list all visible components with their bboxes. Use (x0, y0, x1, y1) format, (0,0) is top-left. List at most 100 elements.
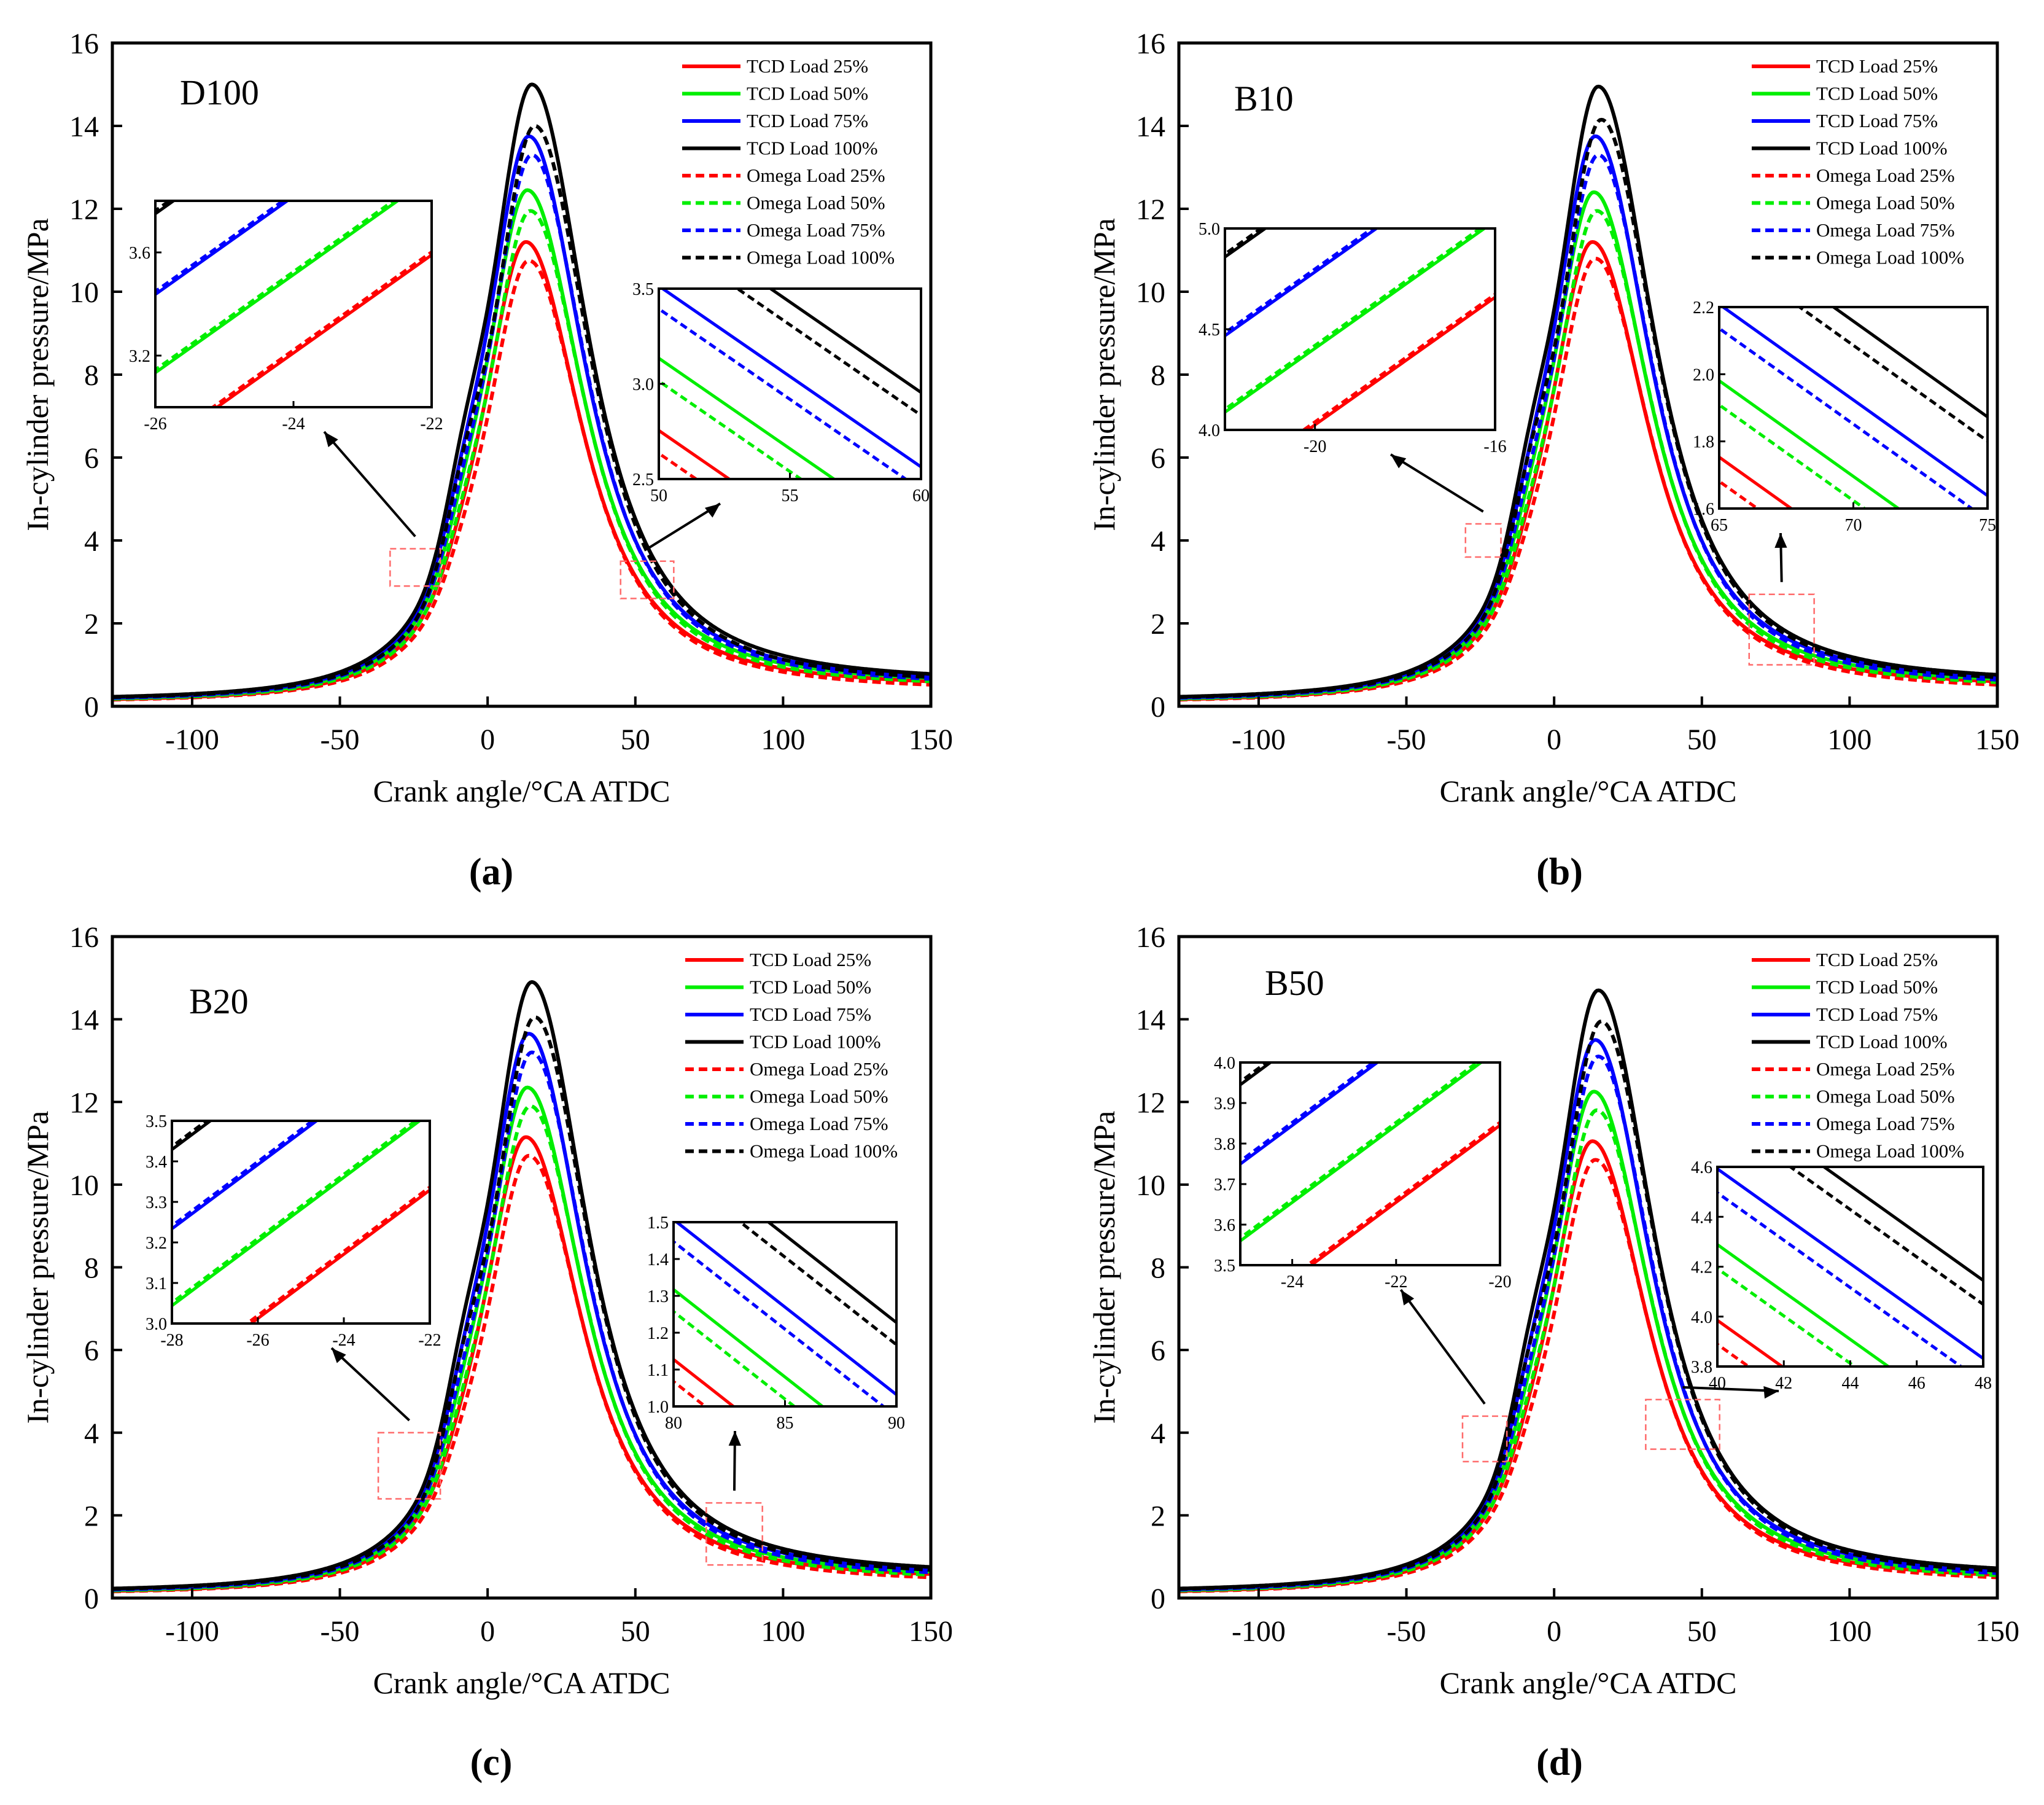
inset-x-tick-label: -20 (1304, 437, 1326, 456)
series-line-7 (112, 123, 931, 700)
x-tick-label: -100 (165, 1615, 219, 1648)
inset-y-tick-label: 3.8 (1214, 1135, 1235, 1154)
inset-series-5 (1240, 1062, 1480, 1240)
callout-arrow-line (323, 431, 416, 537)
inset-x-tick-label: -26 (144, 415, 166, 434)
inset-series-6 (1240, 1062, 1376, 1163)
inset-y-tick-label: 3.1 (146, 1274, 167, 1293)
inset-frame (1239, 1061, 1501, 1266)
inset-series-2 (1240, 1062, 1380, 1166)
y-tick-label: 12 (1136, 1086, 1165, 1119)
legend-label-4: Omega Load 25% (1816, 165, 1955, 186)
y-tick-label: 8 (84, 1252, 99, 1285)
x-tick-label: -50 (321, 723, 360, 756)
callout-arrow-head (1401, 1290, 1415, 1306)
inset-y-tick-label: 4.2 (1691, 1258, 1712, 1277)
y-axis: 0 2 4 6 8 10 12 14 16 (69, 28, 122, 723)
inset-x-tick-label: 65 (1711, 516, 1728, 535)
inset-plot-area (1717, 1167, 1983, 1366)
legend-label-3: TCD Load 100% (747, 138, 878, 159)
legend: TCD Load 25% TCD Load 50% TCD Load 75% TCD … (1752, 949, 1964, 1162)
inset-y-tick-label: 4.0 (1199, 421, 1220, 440)
legend-label-7: Omega Load 100% (750, 1140, 898, 1162)
y-tick-label: 2 (84, 1500, 99, 1532)
callout-arrow-head (332, 1348, 346, 1363)
y-tick-label: 2 (1151, 608, 1165, 641)
legend-label-2: TCD Load 75% (747, 110, 868, 131)
x-axis-title: Crank angle/°CA ATDC (1440, 774, 1737, 808)
inset-1: 65 70 75 1.6 1.8 2.0 2.2 (1693, 298, 1996, 582)
legend-label-4: Omega Load 25% (1816, 1058, 1955, 1080)
y-tick-label: 10 (1136, 276, 1165, 309)
y-tick-label: 4 (84, 525, 99, 558)
legend-label-4: Omega Load 25% (750, 1058, 888, 1080)
inset-x-tick-label: 70 (1845, 516, 1862, 535)
inset-series-1 (1717, 1242, 1891, 1366)
inset-series-2 (172, 1121, 319, 1231)
panel-c: -100 -50 0 50 100 150 0 2 4 6 8 10 12 14 16 Crank angle… (20, 921, 953, 1784)
inset-y-tick-label: 3.4 (146, 1153, 167, 1172)
y-tick-label: 14 (69, 111, 99, 143)
callout-arrow-line (1399, 1288, 1486, 1405)
y-axis: 0 2 4 6 8 10 12 14 16 (1136, 28, 1189, 723)
y-axis: 0 2 4 6 8 10 12 14 16 (1136, 921, 1189, 1615)
inset-y-tick-label: 1.0 (647, 1398, 669, 1417)
legend-label-2: TCD Load 75% (750, 1004, 871, 1025)
inset-y-tick-label: 1.1 (647, 1361, 669, 1380)
inset-y-tick-label: 3.6 (1214, 1216, 1235, 1235)
legend-label-7: Omega Load 100% (1816, 1140, 1964, 1162)
x-tick-label: -100 (1232, 1615, 1286, 1648)
legend-label-0: TCD Load 25% (1816, 949, 1938, 970)
y-tick-label: 2 (84, 608, 99, 641)
x-tick-label: -50 (321, 1615, 360, 1648)
series-line-7 (1179, 117, 1997, 700)
inset-y-tick-label: 4.0 (1691, 1308, 1712, 1327)
panel-caption: (d) (1536, 1742, 1583, 1784)
inset-x-tick-label: -22 (1385, 1273, 1407, 1292)
inset-y-tick-label: 3.6 (129, 244, 150, 263)
x-tick-label: -100 (165, 723, 219, 756)
inset-series-0 (1305, 295, 1495, 430)
zoom-region-0 (377, 1432, 441, 1500)
legend-label-1: TCD Load 50% (747, 83, 868, 104)
inset-series-6 (172, 1121, 316, 1228)
inset-x-tick-label: 55 (782, 486, 799, 505)
y-tick-label: 16 (69, 28, 99, 60)
inset-x-tick-label: -26 (246, 1331, 269, 1350)
inset-series-7 (737, 1222, 896, 1347)
y-tick-label: 12 (1136, 193, 1165, 226)
inset-x-tick-label: -24 (332, 1331, 355, 1350)
legend-label-1: TCD Load 50% (1816, 83, 1938, 104)
inset-series-7 (1225, 228, 1264, 256)
inset-0: -26 -24 -22 3.2 3.6 (129, 200, 443, 537)
inset-series-1 (172, 1121, 422, 1308)
inset-y-tick-label: 3.2 (146, 1234, 167, 1253)
y-tick-label: 6 (84, 1335, 99, 1367)
inset-y-tick-label: 1.8 (1693, 433, 1714, 452)
series-line-7 (1179, 1019, 1997, 1591)
inset-series-0 (659, 428, 732, 479)
x-tick-label: 0 (1547, 723, 1561, 756)
fuel-label: B50 (1265, 963, 1324, 1003)
callout-arrow-head (324, 432, 338, 448)
legend: TCD Load 25% TCD Load 50% TCD Load 75% TCD … (685, 949, 898, 1162)
plot-area (112, 980, 931, 1594)
inset-x-tick-label: -22 (418, 1331, 441, 1350)
inset-series-7 (172, 1121, 209, 1148)
legend-label-0: TCD Load 25% (1816, 55, 1938, 77)
callout-arrow-head (728, 1431, 741, 1446)
inset-plot-area (674, 1222, 896, 1406)
x-axis: -100 -50 0 50 100 150 (165, 1588, 953, 1648)
legend-label-5: Omega Load 50% (747, 192, 885, 214)
y-tick-label: 4 (1151, 1417, 1165, 1450)
panel-caption: (a) (469, 851, 513, 893)
y-tick-label: 8 (84, 359, 99, 392)
y-tick-label: 14 (1136, 111, 1165, 143)
x-tick-label: 50 (621, 1615, 650, 1648)
legend-label-4: Omega Load 25% (747, 165, 885, 186)
inset-series-6 (1717, 1191, 1964, 1366)
inset-0: -28 -26 -24 -22 3.0 3.1 3.2 3.3 3.4 3.5 (146, 1112, 441, 1422)
y-axis-title: In-cylinder pressure/MPa (1087, 1111, 1121, 1424)
zoom-region-1 (1645, 1398, 1720, 1450)
inset-series-4 (244, 1185, 430, 1324)
